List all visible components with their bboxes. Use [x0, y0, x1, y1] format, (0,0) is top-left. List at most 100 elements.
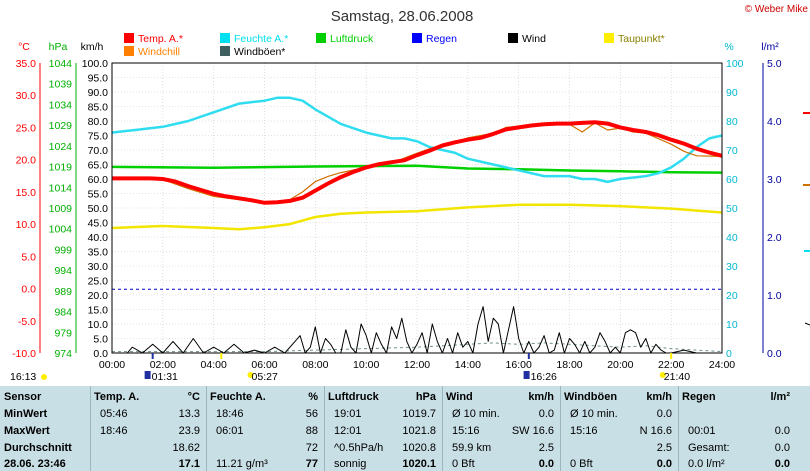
pressure-current-value: 1020.1: [402, 458, 436, 470]
col-divider: [90, 386, 91, 471]
max-row-label: MaxWert: [4, 425, 50, 437]
pressure-column: Luftdruck hPa 19:01 1019.7 12:01 1021.8 ^0.…: [324, 386, 442, 471]
temp-tick-label: 30.0: [16, 90, 37, 102]
rain-tick-label: 0.0: [767, 348, 782, 360]
wind-tick-label: 70.0: [88, 145, 109, 157]
temp-tick-label: 10.0: [16, 219, 37, 231]
clipped-series-stub: [804, 322, 810, 326]
humidity-min-value: 56: [305, 408, 318, 420]
series-feuchte-a-line: [111, 96, 723, 184]
wind-tick-label: 55.0: [88, 189, 109, 201]
pressure-tick-label: 994: [54, 265, 72, 277]
wind-run: 59.9 km: [452, 442, 492, 454]
temp-avg-value: 18.62: [172, 442, 200, 454]
pressure-tick-label: 1039: [49, 79, 73, 91]
temp-min-time: 05:46: [100, 408, 128, 420]
pressure-tick-label: 1004: [49, 224, 73, 236]
temp-column: Temp. A. °C 05:46 13.3 18:46 23.9 18.62 17.…: [90, 386, 206, 471]
pressure-max-time: 12:01: [334, 425, 362, 437]
humidity-unit-label: %: [724, 41, 733, 53]
temp-unit: °C: [187, 391, 200, 403]
temp-tick-label: 35.0: [16, 58, 37, 70]
rain-current-note: 0.0 l/m²: [688, 458, 725, 470]
sun-icon: [41, 374, 47, 380]
x-tick-label: 14:00: [455, 359, 481, 371]
pressure-tick-label: 989: [54, 286, 72, 298]
legend-swatch: [316, 33, 326, 43]
plot-frame: [111, 62, 723, 354]
legend: Temp. A.* Feuchte A.* Luftdruck Regen Wind Ta…: [124, 33, 665, 58]
pressure-unit-label: hPa: [49, 41, 68, 53]
humidity-unit: %: [308, 391, 318, 403]
col-divider: [324, 386, 325, 471]
rain-tick-label: 1.0: [767, 290, 782, 302]
gust-min-note: Ø 10 min.: [570, 408, 618, 420]
weather-chart: Samstag, 28.06.2008 © Weber Mike Temp. A…: [10, 4, 810, 383]
humidity-tick-label: 100: [726, 58, 744, 70]
wind-tick-label: 35.0: [88, 247, 109, 259]
wind-tick-label: 95.0: [88, 73, 109, 85]
rain-unit: l/m²: [770, 391, 790, 403]
x-tick-label: 08:00: [302, 359, 328, 371]
pressure-tick-label: 1029: [49, 120, 73, 132]
col-divider: [442, 386, 443, 471]
rain-tick-label: 2.0: [767, 232, 782, 244]
pressure-tick-label: 1044: [49, 58, 73, 70]
x-tick-label: 16:00: [506, 359, 532, 371]
humidity-tick-label: 30: [726, 261, 738, 273]
axis-units: °C hPa km/h% l/m²: [18, 41, 779, 53]
rain-tick-label: 4.0: [767, 116, 782, 128]
wind-tick-label: 75.0: [88, 131, 109, 143]
sun-icon: [247, 372, 254, 378]
x-tick-label: 00:00: [99, 359, 125, 371]
moon-icon: [144, 371, 151, 379]
sensor-column: Sensor MinWert MaxWert Durchschnitt 28.0…: [0, 386, 90, 471]
pressure-tick-label: 979: [54, 327, 72, 339]
col-divider: [678, 386, 679, 471]
col-divider: [206, 386, 207, 471]
pressure-avg-value: 1020.8: [402, 442, 436, 454]
humidity-header: Feuchte A.: [210, 391, 266, 403]
gust-bft: 0 Bft: [570, 458, 593, 470]
humidity-avg-value: 72: [305, 442, 318, 454]
pressure-min-time: 19:01: [334, 408, 362, 420]
wind-tick-label: 100.0: [82, 58, 108, 70]
wind-tick-label: 20.0: [88, 290, 109, 302]
legend-label: Taupunkt*: [618, 33, 665, 45]
pressure-tick-label: 1019: [49, 162, 73, 174]
wind-max-time: 15:16: [452, 425, 480, 437]
temp-tick-label: 20.0: [16, 155, 37, 167]
temp-tick-label: 15.0: [16, 187, 37, 199]
temp-tick-label: -10.0: [12, 348, 36, 360]
wind-current-value: 0.0: [538, 458, 554, 470]
pressure-tick-label: 984: [54, 307, 72, 319]
series-luftdruck-line: [111, 164, 723, 174]
sun-icon: [659, 372, 666, 378]
rain-column: Regen l/m² 00:01 0.0 Gesamt: 0.0 0.0 l/m² 0.…: [678, 386, 796, 471]
humidity-tick-label: 50: [726, 203, 738, 215]
gust-unit: km/h: [646, 391, 672, 403]
temp-tick-label: 25.0: [16, 122, 37, 134]
wind-max-value: SW 16.6: [511, 425, 554, 437]
legend-swatch: [220, 33, 230, 43]
x-tick-label: 20:00: [607, 359, 633, 371]
legend-swatch: [412, 33, 422, 43]
rain-current-value: 0.0: [774, 458, 790, 470]
legend-swatch: [124, 46, 134, 56]
wind-unit-label: km/h: [81, 41, 104, 53]
moon-icon: [523, 371, 530, 379]
humidity-column: Feuchte A.% 18:46 56 06:01 88 72 11.21 g/m…: [206, 386, 324, 471]
x-tick-label: 18:00: [556, 359, 582, 371]
legend-label: Luftdruck: [330, 33, 374, 45]
humidity-tick-label: 40: [726, 232, 738, 244]
x-tick-label: 12:00: [404, 359, 430, 371]
wind-header: Wind: [446, 391, 473, 403]
x-tick-label: 06:00: [251, 359, 277, 371]
rain-tick-label: 3.0: [767, 174, 782, 186]
x-tick-label: 22:00: [658, 359, 684, 371]
wind-tick-label: 50.0: [88, 203, 109, 215]
marker-time-label: 01:31: [152, 371, 178, 383]
rain-tick-label: 5.0: [767, 58, 782, 70]
pressure-header: Luftdruck: [328, 391, 379, 403]
wind-tick-label: 0.0: [93, 348, 108, 360]
